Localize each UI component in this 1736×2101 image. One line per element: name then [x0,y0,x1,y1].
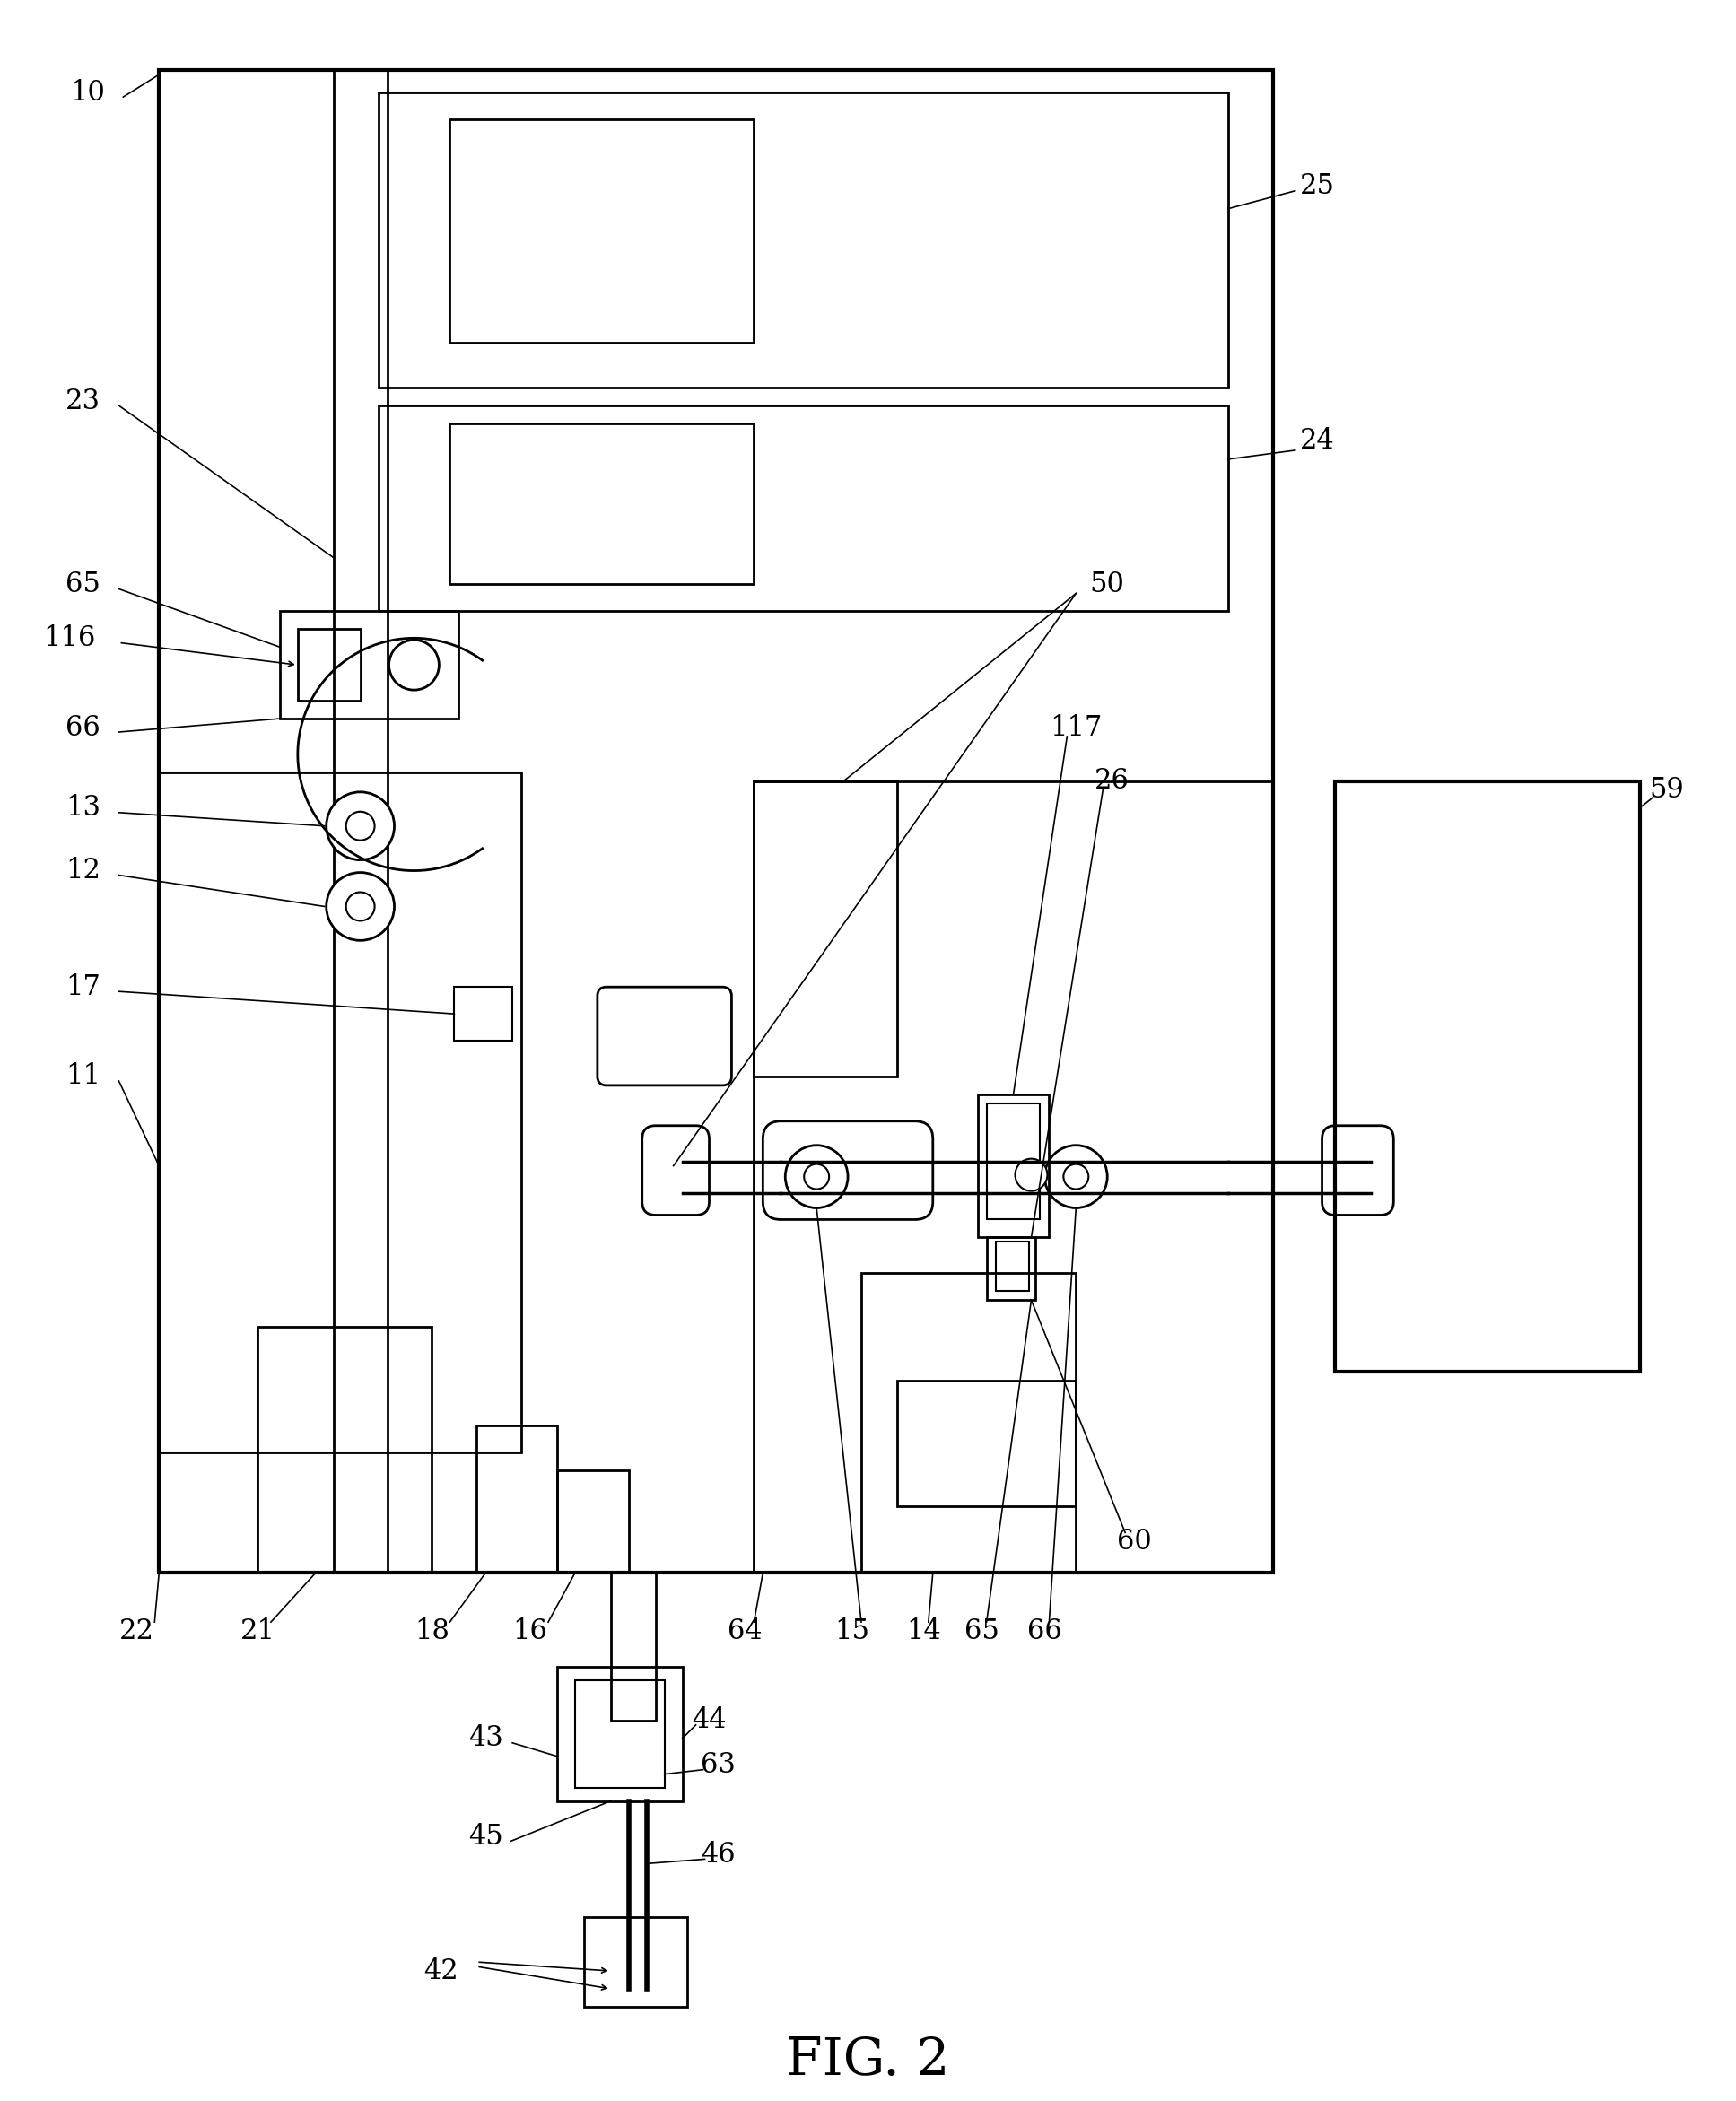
Circle shape [804,1164,830,1189]
Text: 16: 16 [512,1618,549,1645]
Bar [753,782,898,1076]
Bar [557,1666,682,1801]
FancyBboxPatch shape [762,1122,932,1219]
Text: 25: 25 [1300,172,1335,200]
Text: 15: 15 [835,1618,870,1645]
Text: 14: 14 [906,1618,941,1645]
Circle shape [1016,1160,1047,1191]
FancyBboxPatch shape [597,987,731,1086]
Circle shape [389,641,439,689]
Text: 50: 50 [1090,571,1125,599]
Bar [977,1095,1049,1237]
Circle shape [1045,1145,1108,1208]
FancyBboxPatch shape [642,1126,710,1214]
Text: 60: 60 [1116,1527,1151,1555]
FancyBboxPatch shape [1323,1126,1394,1214]
Bar [575,1681,665,1788]
Circle shape [345,893,375,920]
Text: 11: 11 [66,1063,101,1090]
Circle shape [345,811,375,840]
Bar [753,782,1272,1574]
Bar [995,1242,1029,1292]
Bar [477,1424,557,1574]
Text: 65: 65 [66,571,101,599]
Text: 42: 42 [424,1956,458,1985]
Text: 66: 66 [66,714,101,742]
Bar [986,1237,1036,1301]
Circle shape [785,1145,847,1208]
Text: 45: 45 [469,1824,503,1851]
Bar [450,424,753,584]
Bar [160,773,521,1452]
Text: 23: 23 [66,387,101,416]
Text: 46: 46 [701,1840,736,1868]
Text: 21: 21 [240,1618,274,1645]
Bar [898,1380,1076,1506]
Bar [257,1328,432,1574]
Text: 24: 24 [1300,427,1335,456]
Bar [861,1273,1076,1574]
Bar [1335,782,1639,1372]
Bar [378,405,1227,611]
Text: 44: 44 [693,1706,726,1735]
Text: 13: 13 [66,794,101,821]
Text: 66: 66 [1028,1618,1062,1645]
Text: FIG. 2: FIG. 2 [786,2036,950,2086]
Text: 18: 18 [415,1618,450,1645]
Bar [333,69,387,1574]
Bar [611,1574,656,1721]
Bar [279,611,458,719]
Text: 12: 12 [66,857,101,885]
Circle shape [1064,1164,1088,1189]
Text: 63: 63 [701,1752,736,1780]
Text: 59: 59 [1649,775,1684,805]
Bar [450,120,753,342]
Text: 43: 43 [469,1725,503,1752]
Bar [986,1103,1040,1219]
Text: 116: 116 [43,624,95,651]
Circle shape [326,872,394,941]
Text: 117: 117 [1050,714,1102,742]
Bar [160,69,1272,1574]
Circle shape [326,792,394,859]
Text: 10: 10 [69,78,104,107]
Text: 64: 64 [727,1618,762,1645]
Text: 17: 17 [66,973,101,1000]
Text: 22: 22 [120,1618,155,1645]
Bar [378,92,1227,389]
Text: 26: 26 [1094,767,1128,794]
Bar [557,1471,628,1574]
Bar [583,1918,687,2006]
Bar [455,987,512,1040]
Text: 65: 65 [965,1618,1000,1645]
Bar [297,628,361,702]
